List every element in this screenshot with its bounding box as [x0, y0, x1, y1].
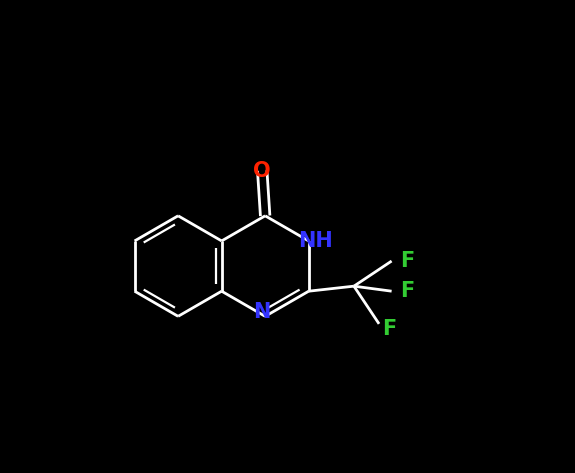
Text: N: N [254, 302, 271, 322]
Text: F: F [400, 281, 415, 301]
Text: F: F [382, 319, 396, 339]
Text: F: F [400, 251, 415, 271]
Text: O: O [254, 160, 271, 181]
Text: NH: NH [298, 231, 333, 251]
